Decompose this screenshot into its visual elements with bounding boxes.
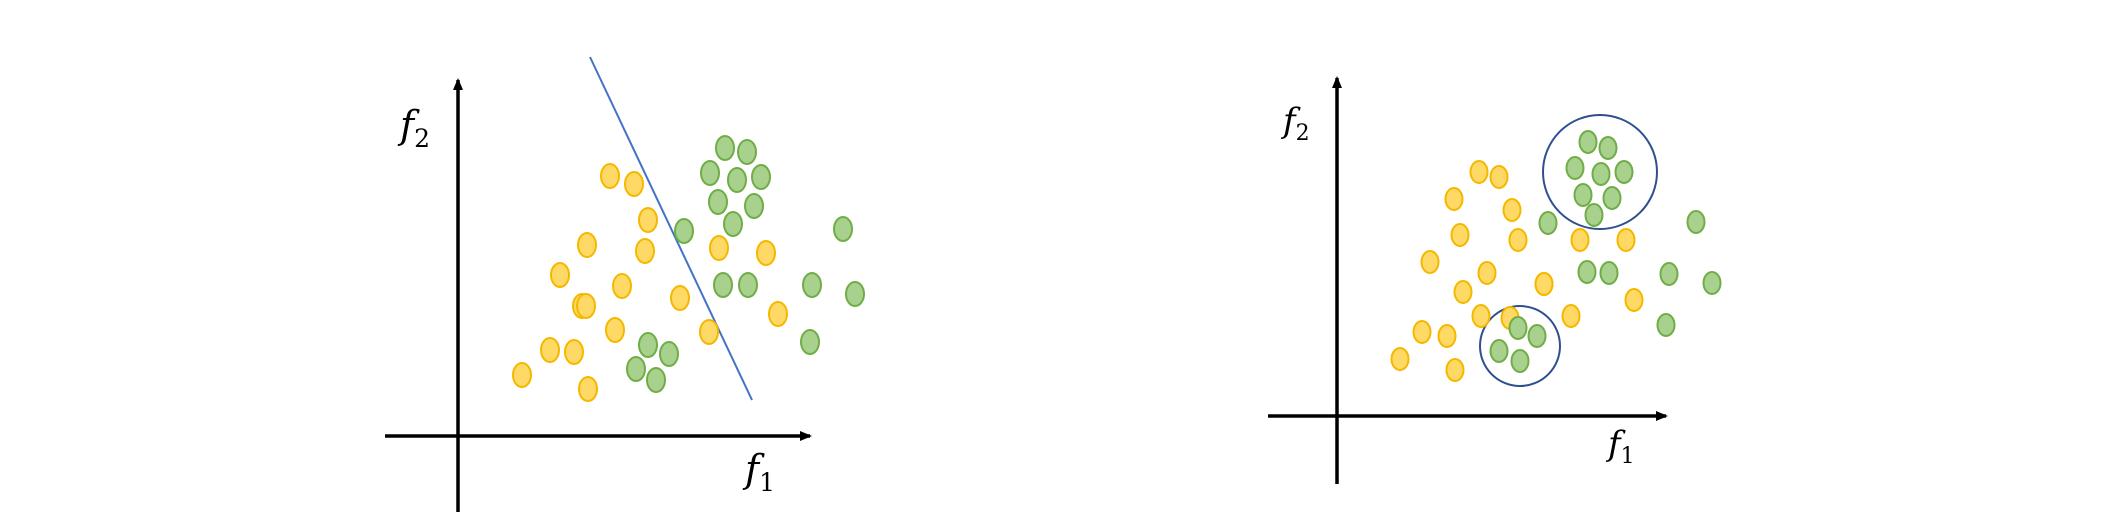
left-green-point-9 [674,218,694,244]
right-yellow-point-2 [1489,165,1509,189]
left-green-point-15 [638,332,658,358]
left-green-point-1 [715,135,735,161]
left-yellow-point-16 [699,319,719,345]
right-green-point-18 [1510,349,1530,373]
right-yellow-point-3 [1444,187,1464,211]
left-green-point-13 [802,272,822,298]
left-yellow-point-7 [624,171,644,197]
left-yellow-point-13 [612,273,632,299]
left-yellow-point-15 [670,285,690,311]
left-green-points [626,135,865,393]
right-yellow-point-18 [1390,347,1410,371]
left-green-point-17 [626,356,646,382]
right-green-point-13 [1659,262,1679,286]
right-green-point-10 [1686,210,1706,234]
left-green-point-10 [833,216,853,242]
left-yellow-point-4 [578,376,598,402]
right-x-axis-label: f1 [1605,424,1635,469]
right-green-point-6 [1573,183,1593,207]
right-green-point-8 [1584,203,1604,227]
right-green-point-12 [1599,261,1619,285]
right-green-points [1489,130,1722,373]
right-yellow-point-13 [1616,228,1636,252]
left-yellow-points [512,163,788,402]
right-green-point-14 [1702,271,1722,295]
cluster-circle-lower [1479,305,1561,387]
right-yellow-point-10 [1453,280,1473,304]
left-yellow-point-17 [709,235,729,261]
right-green-point-4 [1591,162,1611,186]
left-yellow-point-14 [635,238,655,264]
left-green-point-5 [751,164,771,190]
right-yellow-point-4 [1502,198,1522,222]
left-green-point-6 [708,189,728,215]
left-green-point-14 [845,281,865,307]
left-green-point-11 [713,272,733,298]
right-green-point-11 [1577,260,1597,284]
left-x-label-subscript: 1 [759,468,775,497]
right-yellow-point-17 [1437,324,1457,348]
left-green-point-8 [723,211,743,237]
left-green-point-19 [800,329,820,355]
left-green-point-3 [700,160,720,186]
right-green-point-1 [1578,130,1598,154]
right-yellow-point-14 [1624,288,1644,312]
left-yellow-point-3 [564,339,584,365]
left-y-label-subscript: 2 [414,124,430,153]
right-yellow-point-20 [1561,304,1581,328]
right-yellow-point-7 [1420,250,1440,274]
panel-right: f2 f1 [1268,76,1722,484]
left-yellow-point-18 [756,240,776,266]
panel-left: f2 f1 [385,56,865,512]
left-yellow-point-9 [577,232,597,258]
right-yellow-point-6 [1508,228,1528,252]
right-yellow-point-15 [1471,304,1491,328]
right-green-point-7 [1602,186,1622,210]
left-green-point-2 [737,139,757,165]
right-green-point-15 [1508,316,1528,340]
right-yellow-point-16 [1412,320,1432,344]
left-yellow-point-11 [576,293,596,319]
right-yellow-point-19 [1445,358,1465,382]
right-yellow-point-5 [1450,223,1470,247]
right-green-point-5 [1614,160,1634,184]
left-yellow-point-6 [600,163,620,189]
left-yellow-point-8 [638,207,658,233]
right-y-axis-label: f2 [1280,101,1310,146]
right-yellow-points [1390,160,1644,382]
left-x-axis-label: f1 [742,447,775,497]
left-green-point-4 [727,167,747,193]
right-green-point-3 [1565,156,1585,180]
right-yellow-point-1 [1469,160,1489,184]
right-green-point-16 [1527,324,1547,348]
right-green-point-9 [1538,211,1558,235]
left-yellow-point-19 [768,301,788,327]
right-yellow-point-12 [1570,228,1590,252]
left-green-point-16 [659,341,679,367]
right-green-point-17 [1489,339,1509,363]
right-yellow-point-8 [1477,261,1497,285]
left-green-point-18 [646,367,666,393]
left-yellow-point-10 [550,262,570,288]
left-yellow-point-2 [540,337,560,363]
left-yellow-point-1 [512,362,532,388]
right-y-label-subscript: 2 [1296,121,1310,146]
left-y-axis-label: f2 [397,103,430,153]
cluster-circle-upper [1542,114,1658,230]
right-yellow-point-11 [1534,272,1554,296]
left-green-point-7 [744,193,764,219]
right-x-label-subscript: 1 [1621,444,1635,469]
right-green-point-2 [1598,136,1618,160]
right-green-point-19 [1656,313,1676,337]
left-yellow-point-12 [605,317,625,343]
left-green-point-12 [738,272,758,298]
decision-boundary-line [589,56,753,401]
